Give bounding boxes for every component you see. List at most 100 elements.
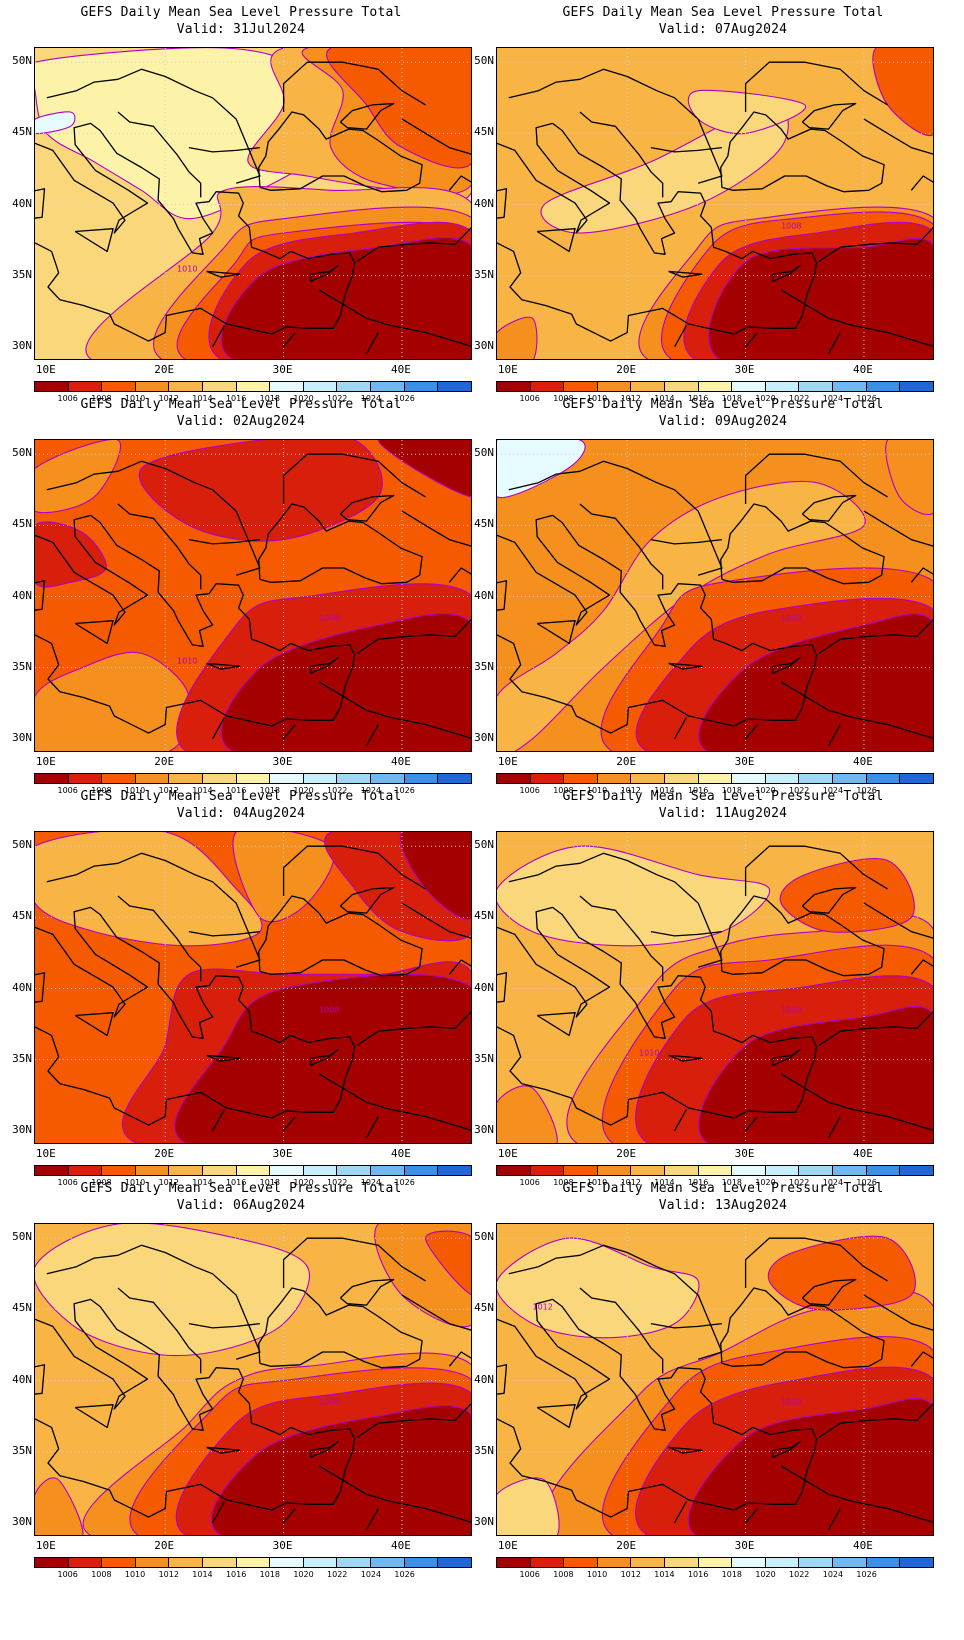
colorbar-swatch xyxy=(102,1166,136,1175)
colorbar-label: 1018 xyxy=(721,786,743,795)
colorbar-label: 1008 xyxy=(91,1178,112,1187)
colorbar xyxy=(496,1165,934,1176)
coastline xyxy=(339,102,395,130)
coastline xyxy=(365,332,379,355)
colorbar-swatch xyxy=(303,382,338,391)
colorbar-label: 1016 xyxy=(687,1570,709,1579)
coastline xyxy=(310,657,339,674)
coastline xyxy=(801,886,857,914)
coastline xyxy=(401,510,471,547)
colorbar-swatch xyxy=(270,382,304,391)
coastline xyxy=(35,580,46,611)
lat-tick-label: 40N xyxy=(474,1372,494,1386)
colorbar-label: 1022 xyxy=(789,1570,810,1579)
colorbar-swatch xyxy=(530,774,565,783)
colorbar-swatch xyxy=(35,774,69,783)
colorbar-swatch xyxy=(866,1558,901,1567)
colorbar-label: 1014 xyxy=(192,1178,213,1187)
coastline xyxy=(668,1054,703,1062)
pressure-contour xyxy=(687,1397,933,1535)
colorbar-swatch xyxy=(303,1558,338,1567)
colorbar-label: 1016 xyxy=(225,394,247,403)
colorbar-swatch xyxy=(169,1558,204,1567)
pressure-map: 1008 xyxy=(496,47,934,360)
coastline xyxy=(497,122,818,342)
coastline xyxy=(863,510,933,547)
colorbar-swatch xyxy=(438,774,471,783)
lat-tick-label: 30N xyxy=(474,1122,494,1136)
lon-tick-label: 10E xyxy=(35,1539,56,1552)
coastline xyxy=(720,895,885,977)
coastline xyxy=(318,1073,471,1131)
lat-tick-label: 45N xyxy=(12,909,32,923)
colorbar-swatch xyxy=(497,1558,531,1567)
lat-tick-label: 35N xyxy=(474,1051,494,1065)
colorbar-label: 1020 xyxy=(755,786,776,795)
colorbar-label: 1012 xyxy=(158,786,179,795)
panel-valid-date: Valid: 31Jul2024 xyxy=(176,22,306,37)
pressure-contour xyxy=(885,440,933,516)
panel-valid-date: Valid: 07Aug2024 xyxy=(658,22,788,37)
colorbar-swatch xyxy=(900,382,933,391)
colorbar-swatch xyxy=(337,1166,372,1175)
coastline xyxy=(910,567,933,583)
coastline xyxy=(283,332,296,348)
coastline xyxy=(497,972,508,1003)
lon-tick-label: 40E xyxy=(853,363,873,376)
coastline xyxy=(818,1010,933,1046)
coastline xyxy=(863,1294,933,1331)
colorbar-swatch xyxy=(371,1558,405,1567)
lat-tick-label: 50N xyxy=(12,838,32,852)
colorbar-label: 1006 xyxy=(519,394,540,403)
coastline xyxy=(801,1278,857,1306)
colorbar-swatch xyxy=(698,382,733,391)
pressure-map: 1008 xyxy=(34,1223,472,1536)
coastline xyxy=(827,332,841,355)
colorbar-swatch xyxy=(236,382,271,391)
colorbar-swatch xyxy=(102,774,136,783)
coastline xyxy=(668,1446,703,1454)
colorbar-label: 1026 xyxy=(394,1570,415,1579)
coastline xyxy=(356,226,471,262)
coastline xyxy=(74,620,114,645)
colorbar-swatch xyxy=(530,1558,565,1567)
coastline xyxy=(356,618,471,654)
colorbar-swatch xyxy=(371,1166,405,1175)
colorbar-label: 1006 xyxy=(519,1178,540,1187)
pressure-contour xyxy=(497,1085,558,1143)
colorbar-label: 1014 xyxy=(654,1570,675,1579)
lon-tick-label: 30E xyxy=(272,755,293,768)
lat-tick-label: 40N xyxy=(474,980,494,994)
colorbar-label: 1014 xyxy=(654,1178,675,1187)
colorbar-swatch xyxy=(135,1166,170,1175)
pressure-contour xyxy=(687,89,807,135)
pressure-contour xyxy=(497,480,866,751)
coastline xyxy=(744,61,888,112)
coastline xyxy=(310,1049,339,1066)
coastline xyxy=(35,1364,46,1395)
lat-tick-label: 45N xyxy=(12,517,32,531)
panel-title: GEFS Daily Mean Sea Level Pressure Total xyxy=(80,789,402,804)
colorbar-label: 1024 xyxy=(360,1570,382,1579)
coastline xyxy=(508,852,723,968)
coastline xyxy=(74,1012,114,1037)
colorbar-swatch xyxy=(631,774,666,783)
contour-label: 1008 xyxy=(781,1398,801,1407)
coastline xyxy=(401,1294,471,1331)
colorbar-label: 1012 xyxy=(620,1570,641,1579)
colorbar-swatch xyxy=(270,774,304,783)
coastline xyxy=(497,580,508,611)
colorbar-label: 1006 xyxy=(57,786,78,795)
colorbar-label: 1016 xyxy=(225,1570,247,1579)
colorbar-label: 1024 xyxy=(822,1178,844,1187)
colorbar-label: 1016 xyxy=(225,1178,247,1187)
colorbar-label: 1018 xyxy=(259,394,281,403)
coastline xyxy=(339,886,395,914)
colorbar-swatch xyxy=(900,1166,933,1175)
colorbar-label: 1016 xyxy=(225,786,247,795)
colorbar-swatch xyxy=(900,774,933,783)
coastline xyxy=(720,111,885,193)
colorbar-label: 1010 xyxy=(586,1570,608,1579)
coastline xyxy=(212,1109,225,1132)
coastline xyxy=(497,188,508,219)
